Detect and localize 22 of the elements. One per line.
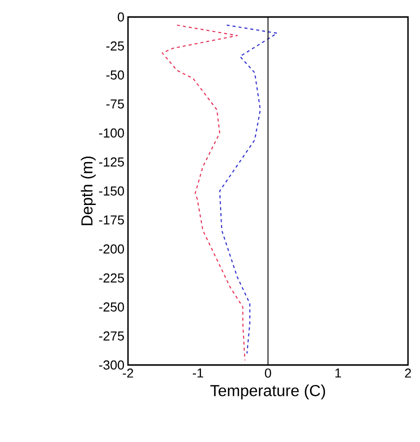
x-tick-label: 1 (335, 368, 341, 378)
y-tick-label: -125 (99, 157, 124, 167)
y-tick-label: -250 (99, 302, 124, 312)
y-tick-label: -200 (99, 244, 124, 254)
x-tick-label: 0 (264, 368, 272, 378)
y-tick-label: -100 (99, 128, 124, 138)
x-tick-label: -1 (192, 368, 204, 378)
y-tick-label: -150 (99, 186, 124, 196)
line-series (162, 24, 246, 361)
y-tick-label: -50 (106, 70, 124, 80)
y-tick-label: -25 (106, 41, 124, 51)
y-tick-label: -75 (106, 99, 124, 109)
y-tick-label: -175 (99, 215, 124, 225)
y-axis-title: Depth (m) (80, 156, 96, 226)
x-axis-title: Temperature (C) (210, 384, 325, 400)
y-tick-label: 0 (118, 12, 124, 22)
line-series (219, 24, 278, 354)
y-tick-label: -225 (99, 273, 124, 283)
y-tick-label: -300 (99, 360, 124, 370)
y-tick-label: -275 (99, 331, 124, 341)
x-tick-label: 2 (405, 368, 411, 378)
x-tick-label: -2 (122, 368, 134, 378)
